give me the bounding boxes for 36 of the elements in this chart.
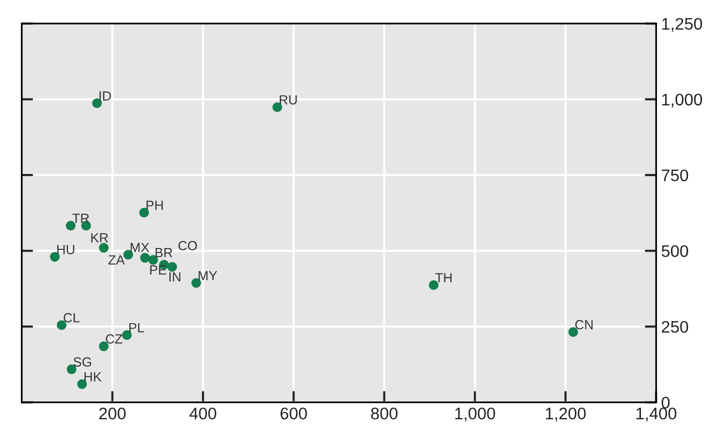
x-tick-label: 400: [189, 408, 216, 420]
annotation: CO: [178, 240, 197, 250]
annotation: PE: [150, 265, 166, 274]
annotation: MX: [130, 242, 150, 252]
annotation: HU: [57, 245, 74, 254]
point: [167, 262, 178, 272]
y-tick-label: 0: [662, 396, 670, 409]
y-tick-label: 500: [662, 245, 688, 258]
annotation: TH: [435, 273, 452, 282]
annotation: CN: [575, 320, 593, 330]
y-tick-label: 1,250: [662, 18, 702, 32]
y-tick-label: 250: [662, 320, 688, 333]
annotation: CL: [64, 313, 80, 322]
annotation: RU: [280, 95, 297, 105]
annotation: PL: [129, 323, 144, 332]
annotation: BR: [156, 248, 172, 258]
x-tick-label: 1,000: [455, 408, 496, 422]
y-tick-label: 1,000: [662, 94, 702, 108]
annotation: PH: [146, 200, 163, 210]
annotation: CZ: [106, 334, 122, 344]
annotation: HK: [84, 372, 102, 382]
point: [98, 242, 109, 253]
annotation: IN: [169, 272, 180, 282]
x-tick-label: 1,200: [546, 408, 586, 422]
x-tick-label: 800: [371, 408, 398, 420]
x-tick-label: 200: [99, 408, 126, 420]
annotation: TR: [72, 214, 90, 223]
x-tick-label: 1,400: [636, 408, 676, 422]
y-tick-label: 750: [662, 169, 688, 182]
annotation: MY: [198, 271, 218, 280]
annotation: ZA: [108, 255, 125, 264]
annotation: SG: [74, 357, 92, 367]
point: [140, 252, 150, 263]
annotation: ID: [100, 91, 111, 100]
annotation: KR: [91, 233, 108, 242]
x-tick-label: 600: [280, 408, 307, 420]
